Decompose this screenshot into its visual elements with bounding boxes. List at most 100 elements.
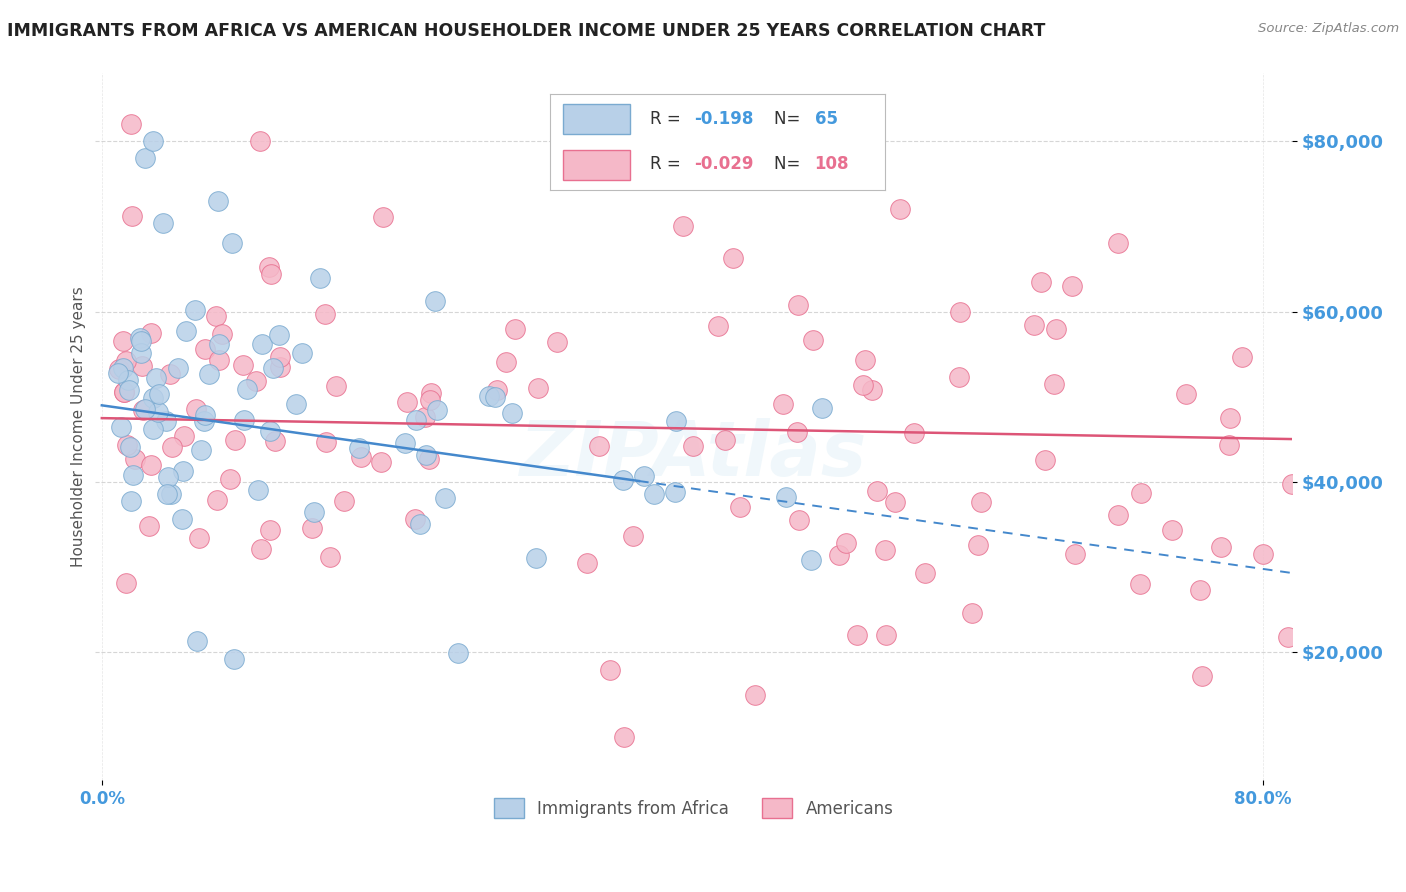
Text: Source: ZipAtlas.com: Source: ZipAtlas.com — [1258, 22, 1399, 36]
Point — [121, 117, 143, 131]
Point — [141, 422, 163, 436]
Point — [129, 334, 152, 348]
Point — [172, 464, 194, 478]
Point — [218, 472, 240, 486]
Point — [224, 652, 246, 666]
Point — [112, 334, 135, 348]
Point — [588, 439, 610, 453]
Point — [713, 433, 735, 447]
Point — [1251, 547, 1274, 561]
Point — [787, 513, 810, 527]
Point — [787, 298, 810, 312]
Point — [120, 441, 142, 455]
Point — [875, 628, 897, 642]
Point — [134, 401, 156, 416]
Y-axis label: Householder Income Under 25 years: Householder Income Under 25 years — [72, 286, 86, 567]
Point — [485, 383, 508, 397]
Point — [682, 440, 704, 454]
Point — [1230, 350, 1253, 364]
Point — [853, 353, 876, 368]
Point — [612, 473, 634, 487]
Point — [409, 517, 432, 532]
Point — [914, 566, 936, 580]
Point — [142, 391, 165, 405]
Point — [599, 168, 621, 182]
Point — [503, 322, 526, 336]
Point — [394, 436, 416, 450]
Point — [1024, 318, 1046, 332]
Point — [834, 535, 856, 549]
Point — [447, 646, 470, 660]
Point — [207, 194, 229, 208]
Point — [828, 548, 851, 562]
Point — [413, 409, 436, 424]
Point — [194, 408, 217, 422]
Point — [112, 384, 135, 399]
Point — [419, 392, 441, 407]
Point — [194, 342, 217, 356]
Point — [415, 448, 437, 462]
Point — [129, 345, 152, 359]
Point — [772, 397, 794, 411]
Point — [198, 367, 221, 381]
Point — [866, 483, 889, 498]
Point — [160, 440, 183, 454]
Point — [1129, 576, 1152, 591]
Point — [811, 401, 834, 416]
Point — [246, 483, 269, 497]
Point — [1045, 321, 1067, 335]
Point — [1174, 387, 1197, 401]
Point — [347, 441, 370, 455]
Point — [599, 663, 621, 677]
Point — [120, 493, 142, 508]
Point — [1031, 275, 1053, 289]
Point — [110, 420, 132, 434]
Point — [501, 406, 523, 420]
Point — [263, 434, 285, 449]
Point — [425, 403, 447, 417]
Point — [190, 443, 212, 458]
Point — [235, 382, 257, 396]
Point — [269, 359, 291, 374]
Point — [221, 236, 243, 251]
Point — [167, 360, 190, 375]
Point — [131, 359, 153, 374]
Point — [142, 134, 165, 148]
Point — [852, 377, 875, 392]
Text: ZIPAtlas: ZIPAtlas — [520, 418, 868, 491]
Point — [889, 202, 911, 217]
Point — [291, 346, 314, 360]
Point — [262, 361, 284, 376]
Point — [224, 434, 246, 448]
Point — [405, 413, 427, 427]
Point — [786, 425, 808, 439]
Point — [204, 309, 226, 323]
Point — [186, 633, 208, 648]
Text: IMMIGRANTS FROM AFRICA VS AMERICAN HOUSEHOLDER INCOME UNDER 25 YEARS CORRELATION: IMMIGRANTS FROM AFRICA VS AMERICAN HOUSE… — [7, 22, 1046, 40]
Point — [156, 486, 179, 500]
Point — [948, 370, 970, 384]
Point — [1218, 438, 1240, 452]
Point — [114, 576, 136, 591]
Point — [404, 512, 426, 526]
Point — [423, 293, 446, 308]
Point — [157, 469, 180, 483]
Point — [970, 495, 993, 509]
Point — [211, 327, 233, 342]
Point — [134, 151, 156, 165]
Point — [860, 383, 883, 397]
Point — [318, 549, 340, 564]
Point — [1042, 376, 1064, 391]
Point — [160, 487, 183, 501]
Point — [124, 451, 146, 466]
Point — [495, 355, 517, 369]
Point — [259, 425, 281, 439]
Point — [800, 553, 823, 567]
Point — [1188, 583, 1211, 598]
Point — [546, 335, 568, 350]
Point — [301, 521, 323, 535]
Point — [1033, 452, 1056, 467]
Point — [112, 385, 135, 400]
Point — [259, 523, 281, 537]
Point — [308, 270, 330, 285]
